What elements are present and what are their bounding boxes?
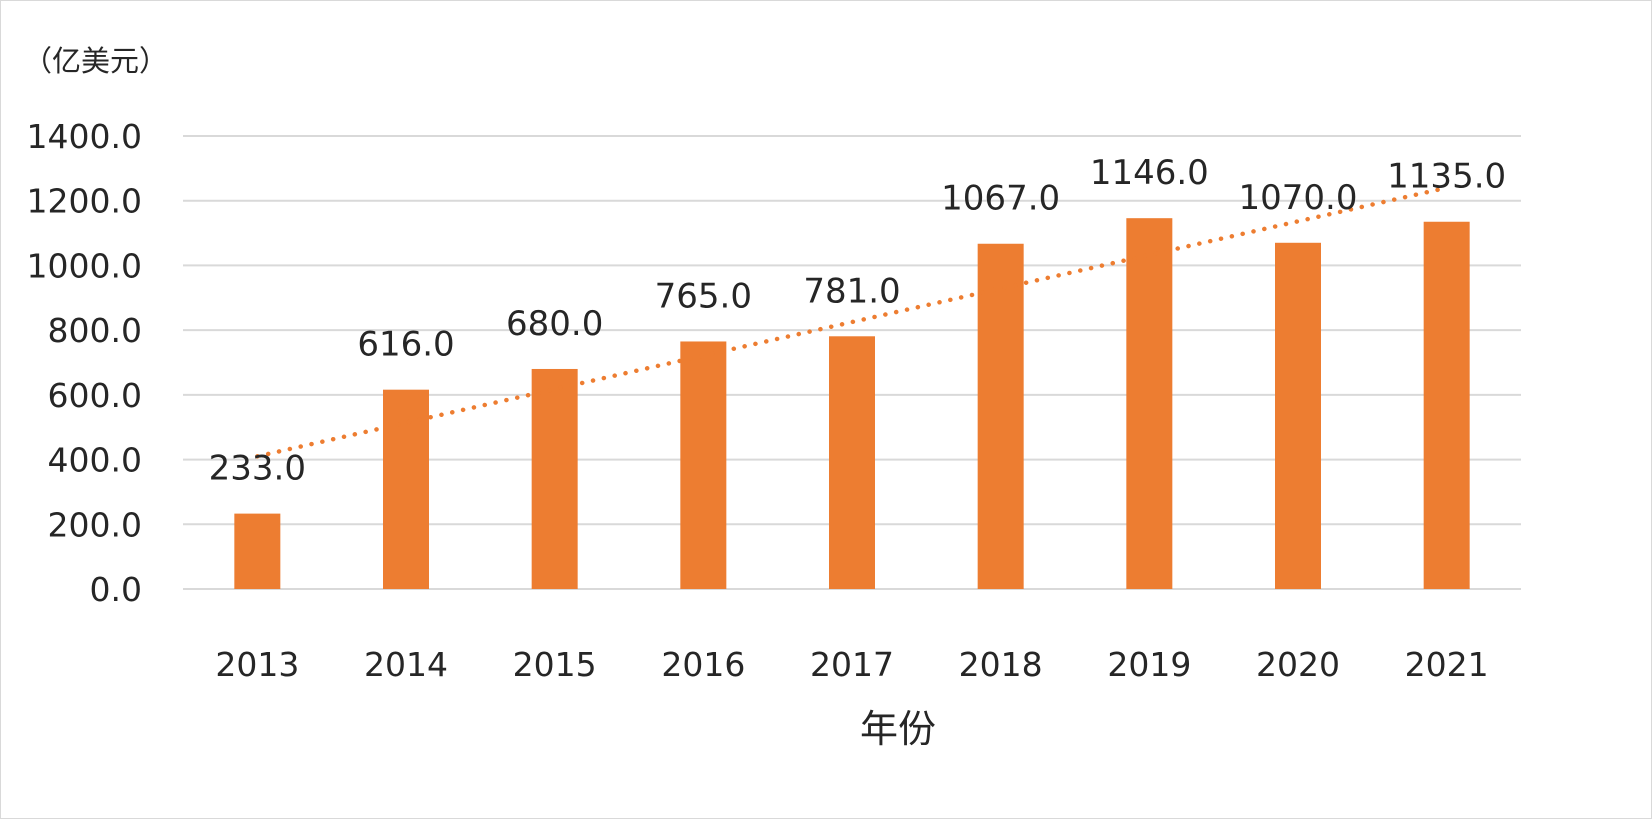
data-label: 1070.0 [1239, 178, 1358, 218]
y-tick-label: 1000.0 [27, 246, 142, 285]
x-tick-label: 2014 [364, 645, 448, 684]
trendline-layer [255, 185, 1449, 459]
bar [531, 368, 578, 589]
bar [680, 341, 727, 589]
x-tick-label: 2013 [215, 645, 299, 684]
bar [977, 243, 1024, 590]
y-tick-label: 600.0 [48, 376, 142, 415]
y-tick-label: 1200.0 [27, 182, 142, 221]
y-tick-label: 400.0 [48, 441, 142, 480]
data-label-layer: 233.0 616.0 680.0 765.0 781.0 1067.0 1146.0 107… [209, 153, 1506, 488]
x-tick-label: 2016 [661, 645, 745, 684]
x-tick-label: 2021 [1405, 645, 1489, 684]
data-label: 233.0 [209, 449, 306, 489]
bar [383, 389, 429, 589]
bar [234, 513, 281, 589]
data-label: 1067.0 [941, 179, 1060, 219]
x-tick-label: 2015 [513, 645, 597, 684]
y-tick-label: 800.0 [48, 311, 142, 350]
y-tick-label: 200.0 [48, 505, 142, 544]
bar [1126, 218, 1173, 590]
data-label: 616.0 [357, 325, 454, 365]
bar-layer [234, 218, 1470, 590]
x-tick-label: 2019 [1107, 645, 1191, 684]
y-axis-ticks: 0.0 200.0 400.0 600.0 800.0 1000.0 1200.0 1400.… [27, 117, 142, 609]
y-tick-label: 0.0 [90, 570, 142, 609]
bar [1423, 221, 1470, 589]
data-label: 1135.0 [1387, 157, 1506, 197]
data-label: 680.0 [506, 304, 603, 344]
data-label: 781.0 [803, 271, 900, 311]
bar [829, 336, 875, 589]
data-label: 765.0 [655, 276, 752, 316]
x-tick-label: 2020 [1256, 645, 1340, 684]
y-tick-label: 1400.0 [27, 117, 142, 156]
data-label: 1146.0 [1090, 153, 1209, 193]
trendline [255, 185, 1449, 459]
x-axis-title: 年份 [860, 707, 936, 751]
x-tick-label: 2017 [810, 645, 894, 684]
x-tick-label: 2018 [959, 645, 1043, 684]
bar [1275, 242, 1321, 589]
x-axis-ticks: 2013 2014 2015 2016 2017 2018 2019 2020 2021 [215, 645, 1488, 684]
unit-label: （亿美元） [23, 44, 168, 78]
